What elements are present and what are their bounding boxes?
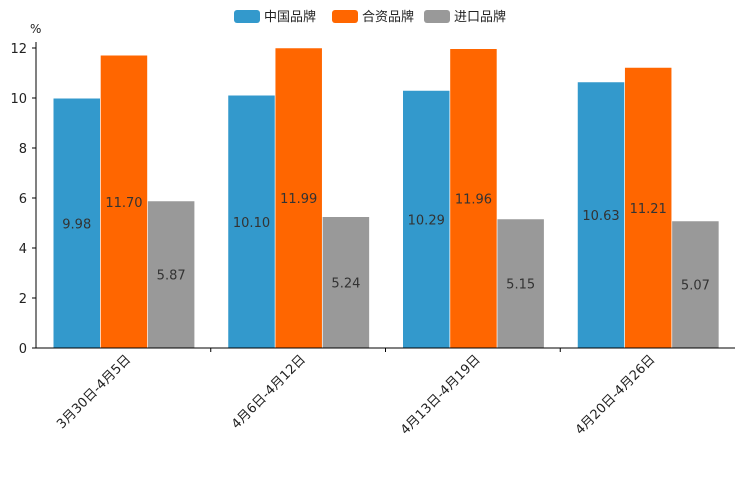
bar [497, 219, 544, 348]
y-tick-label: 4 [19, 242, 27, 257]
y-tick-label: 0 [19, 342, 27, 357]
bar [147, 201, 195, 348]
bar [322, 217, 370, 348]
bar [100, 55, 148, 348]
bar-value-label: 10.10 [233, 216, 270, 231]
bar [53, 98, 100, 348]
y-tick-label: 6 [19, 192, 27, 207]
bar [275, 48, 322, 348]
bar [450, 49, 497, 348]
bar-value-label: 11.21 [630, 202, 667, 217]
x-category-label: 3月30日-4月5日 [54, 352, 134, 432]
y-tick-label: 12 [10, 42, 27, 57]
y-tick-label: 2 [19, 292, 27, 307]
legend-label: 进口品牌 [454, 9, 506, 25]
legend-label: 合资品牌 [362, 9, 414, 25]
bar-value-label: 5.15 [506, 278, 535, 293]
bar-value-label: 10.29 [408, 213, 445, 228]
bar-value-label: 11.99 [280, 192, 317, 207]
bar [577, 82, 625, 348]
bar-value-label: 10.63 [582, 209, 619, 224]
legend-swatch [332, 10, 358, 23]
bar [403, 90, 450, 348]
legend-label: 中国品牌 [264, 9, 316, 25]
legend-swatch [234, 10, 260, 23]
x-axis: 3月30日-4月5日 4月6日-4月12日 4月13日-4月19日 4月20日-4月2… [36, 347, 735, 438]
y-axis-unit-label: % [30, 22, 41, 36]
bar-value-label: 5.07 [681, 279, 710, 294]
bar-value-label: 5.87 [157, 269, 186, 284]
y-tick-label: 8 [19, 142, 27, 157]
bar-value-label: 9.98 [62, 217, 91, 232]
bar [228, 95, 275, 348]
bar [624, 67, 672, 348]
x-category-label: 4月6日-4月12日 [229, 352, 309, 432]
y-tick-label: 10 [10, 92, 27, 107]
legend: 中国品牌 合资品牌 进口品牌 [234, 9, 506, 25]
bar-value-label: 5.24 [331, 277, 360, 292]
bars: 9.98 11.70 5.87 10.10 11.99 5.24 10.29 11.96 5.1… [53, 48, 719, 348]
x-category-label: 4月13日-4月19日 [398, 352, 484, 438]
bar [672, 221, 719, 348]
bar-value-label: 11.70 [105, 196, 142, 211]
bar-value-label: 11.96 [455, 193, 492, 208]
y-axis: 0 2 4 6 8 10 12 [10, 42, 37, 357]
legend-swatch [424, 10, 450, 23]
x-category-label: 4月20日-4月26日 [573, 352, 659, 438]
